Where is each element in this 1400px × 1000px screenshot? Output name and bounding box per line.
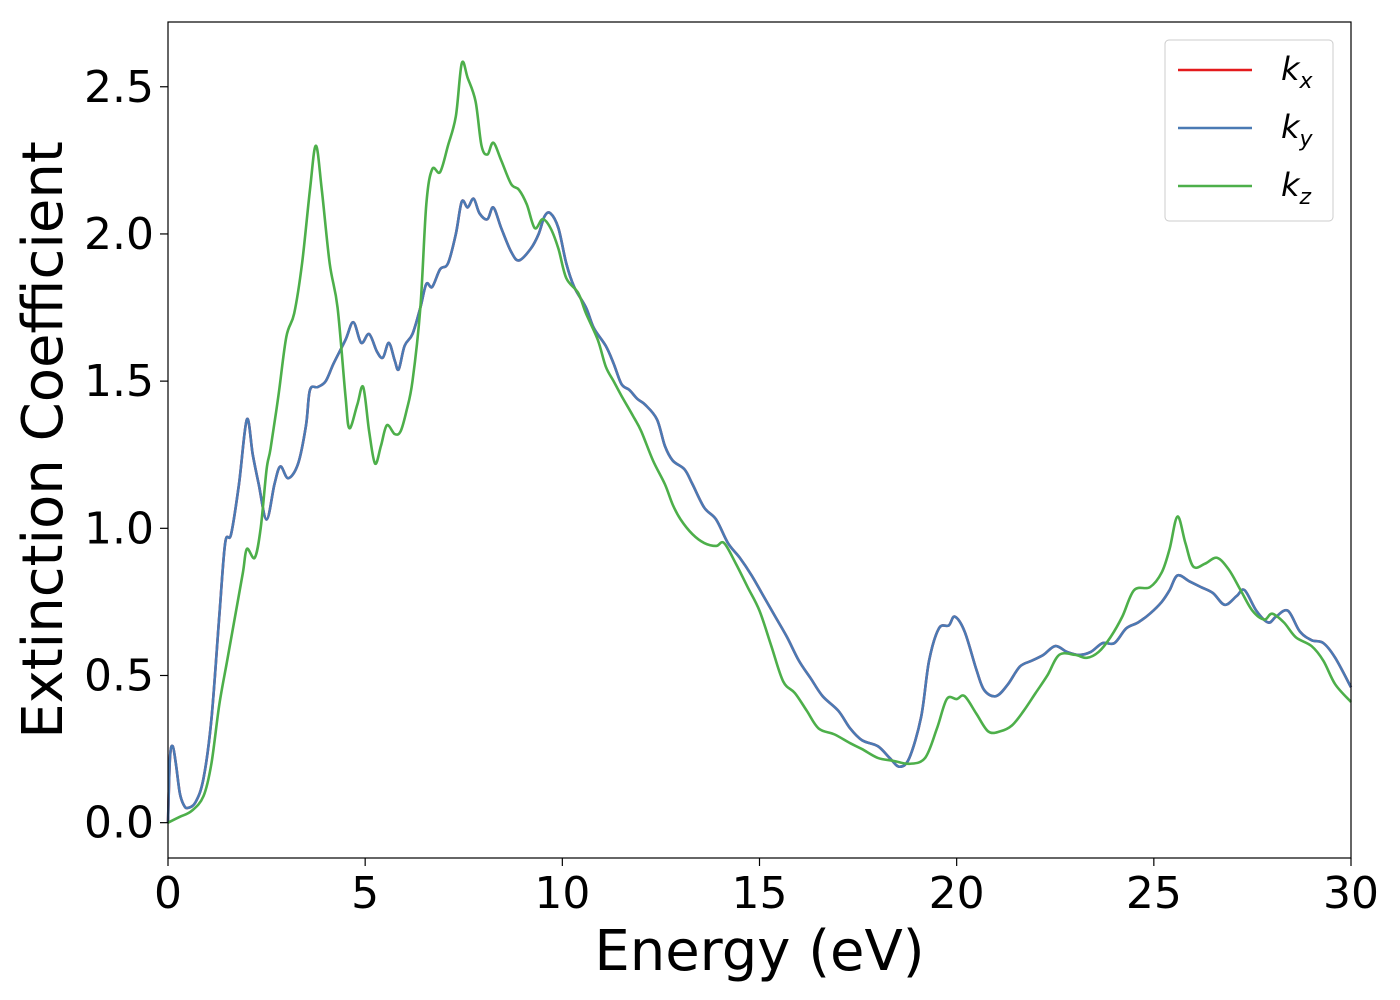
y-tick-label: 1.5 bbox=[84, 356, 154, 407]
x-tick-label: 10 bbox=[534, 868, 590, 919]
y-tick-label: 2.0 bbox=[84, 209, 154, 260]
y-axis: 0.0 0.5 1.0 1.5 2.0 2.5 bbox=[84, 62, 168, 849]
y-tick-label: 0.0 bbox=[84, 798, 154, 849]
x-tick-label: 25 bbox=[1126, 868, 1182, 919]
x-axis-label: Energy (eV) bbox=[594, 919, 924, 984]
series-line-ky bbox=[166, 197, 1353, 823]
y-axis-label: Extinction Coefficient bbox=[11, 141, 76, 739]
series-line-kz bbox=[167, 60, 1352, 824]
y-tick-label: 1.0 bbox=[84, 503, 154, 554]
series-line-kx bbox=[166, 197, 1353, 823]
x-tick-label: 0 bbox=[154, 868, 182, 919]
y-tick-label: 2.5 bbox=[84, 62, 154, 113]
series-layer bbox=[166, 60, 1353, 824]
x-tick-label: 20 bbox=[929, 868, 985, 919]
x-tick-label: 15 bbox=[732, 868, 788, 919]
y-tick-label: 0.5 bbox=[84, 650, 154, 701]
legend: kx ky kz bbox=[1164, 39, 1334, 222]
legend-label-kz: kz bbox=[1281, 166, 1312, 210]
x-tick-label: 30 bbox=[1323, 868, 1379, 919]
legend-box bbox=[1164, 39, 1334, 222]
legend-label-ky: ky bbox=[1281, 108, 1314, 152]
x-tick-label: 5 bbox=[351, 868, 379, 919]
x-axis: 0 5 10 15 20 25 30 bbox=[154, 858, 1379, 919]
legend-label-kx: kx bbox=[1281, 50, 1314, 94]
